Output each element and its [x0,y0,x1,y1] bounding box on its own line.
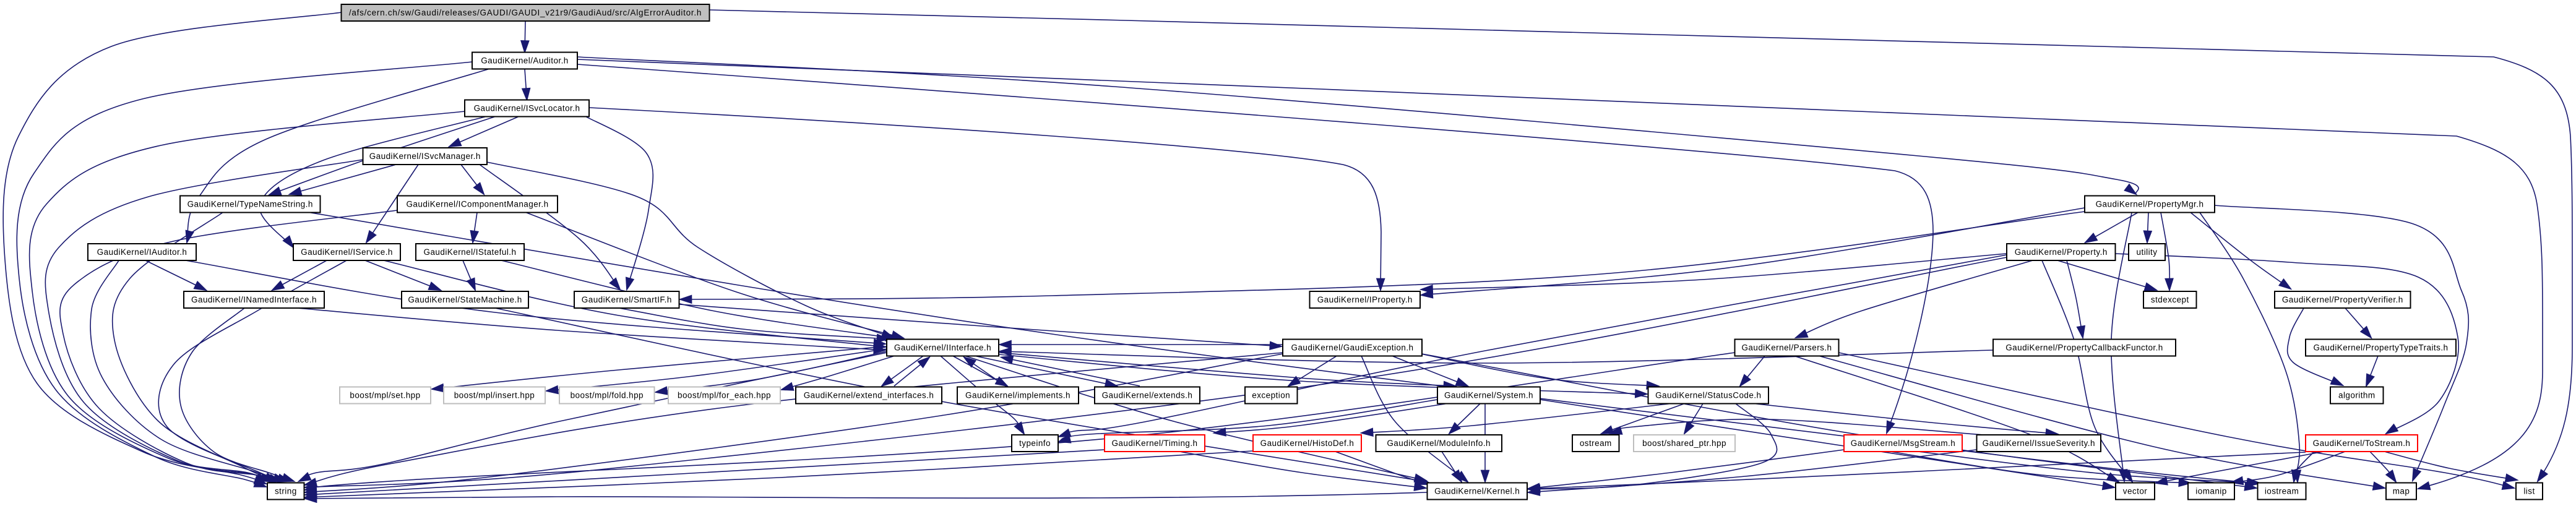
svg-text:map: map [2393,487,2410,496]
svg-text:GaudiKernel/Auditor.h: GaudiKernel/Auditor.h [481,56,569,66]
svg-text:GaudiKernel/IAuditor.h: GaudiKernel/IAuditor.h [97,247,187,257]
svg-text:GaudiKernel/IComponentManager.: GaudiKernel/IComponentManager.h [406,200,548,209]
svg-text:GaudiKernel/IStateful.h: GaudiKernel/IStateful.h [424,247,517,257]
svg-text:stdexcept: stdexcept [2151,295,2189,304]
svg-text:GaudiKernel/Parsers.h: GaudiKernel/Parsers.h [1741,343,1832,353]
svg-text:GaudiKernel/SmartIF.h: GaudiKernel/SmartIF.h [582,295,672,304]
svg-text:GaudiKernel/extends.h: GaudiKernel/extends.h [1102,391,1193,400]
svg-text:algorithm: algorithm [2338,391,2376,400]
svg-text:GaudiKernel/PropertyTypeTraits: GaudiKernel/PropertyTypeTraits.h [2314,343,2449,353]
svg-text:GaudiKernel/ModuleInfo.h: GaudiKernel/ModuleInfo.h [1387,439,1491,448]
svg-text:boost/mpl/fold.hpp: boost/mpl/fold.hpp [571,391,644,400]
svg-text:GaudiKernel/PropertyMgr.h: GaudiKernel/PropertyMgr.h [2096,200,2204,209]
svg-text:GaudiKernel/ToStream.h: GaudiKernel/ToStream.h [2313,439,2411,448]
svg-text:string: string [275,487,297,496]
svg-text:GaudiKernel/Kernel.h: GaudiKernel/Kernel.h [1434,487,1520,496]
svg-text:GaudiKernel/IProperty.h: GaudiKernel/IProperty.h [1317,295,1413,304]
svg-text:GaudiKernel/System.h: GaudiKernel/System.h [1444,391,1533,400]
svg-text:boost/mpl/insert.hpp: boost/mpl/insert.hpp [454,391,535,400]
svg-text:GaudiKernel/ISvcLocator.h: GaudiKernel/ISvcLocator.h [474,104,580,113]
svg-text:GaudiKernel/StateMachine.h: GaudiKernel/StateMachine.h [408,295,522,304]
svg-text:GaudiKernel/MsgStream.h: GaudiKernel/MsgStream.h [1851,439,1955,448]
svg-text:boost/shared_ptr.hpp: boost/shared_ptr.hpp [1642,439,1726,448]
svg-text:ostream: ostream [1580,439,1612,448]
svg-text:/afs/cern.ch/sw/Gaudi/releases: /afs/cern.ch/sw/Gaudi/releases/GAUDI/GAU… [349,8,702,17]
svg-text:GaudiKernel/IssueSeverity.h: GaudiKernel/IssueSeverity.h [1983,439,2095,448]
svg-text:GaudiKernel/PropertyVerifier.h: GaudiKernel/PropertyVerifier.h [2282,295,2403,304]
svg-text:GaudiKernel/implements.h: GaudiKernel/implements.h [965,391,1070,400]
svg-text:boost/mpl/set.hpp: boost/mpl/set.hpp [350,391,420,400]
svg-text:boost/mpl/for_each.hpp: boost/mpl/for_each.hpp [678,391,771,400]
svg-text:GaudiKernel/Property.h: GaudiKernel/Property.h [2015,247,2108,257]
svg-text:GaudiKernel/HistoDef.h: GaudiKernel/HistoDef.h [1260,439,1355,448]
svg-text:GaudiKernel/IInterface.h: GaudiKernel/IInterface.h [894,343,991,353]
svg-text:GaudiKernel/extend_interfaces.: GaudiKernel/extend_interfaces.h [804,391,934,400]
svg-text:GaudiKernel/IService.h: GaudiKernel/IService.h [301,247,393,257]
svg-text:iostream: iostream [2265,487,2299,496]
svg-text:GaudiKernel/Timing.h: GaudiKernel/Timing.h [1111,439,1197,448]
svg-text:utility: utility [2137,247,2158,257]
svg-text:list: list [2523,487,2535,496]
svg-text:GaudiKernel/TypeNameString.h: GaudiKernel/TypeNameString.h [187,200,313,209]
svg-text:GaudiKernel/PropertyCallbackFu: GaudiKernel/PropertyCallbackFunctor.h [2005,343,2163,353]
svg-text:GaudiKernel/INamedInterface.h: GaudiKernel/INamedInterface.h [191,295,317,304]
svg-text:GaudiKernel/ISvcManager.h: GaudiKernel/ISvcManager.h [369,152,481,161]
svg-text:GaudiKernel/StatusCode.h: GaudiKernel/StatusCode.h [1655,391,1761,400]
svg-text:vector: vector [2123,487,2148,496]
svg-text:GaudiKernel/GaudiException.h: GaudiKernel/GaudiException.h [1291,343,1414,353]
svg-text:exception: exception [1252,391,1290,400]
svg-text:iomanip: iomanip [2195,487,2226,496]
svg-text:typeinfo: typeinfo [1019,439,1051,448]
